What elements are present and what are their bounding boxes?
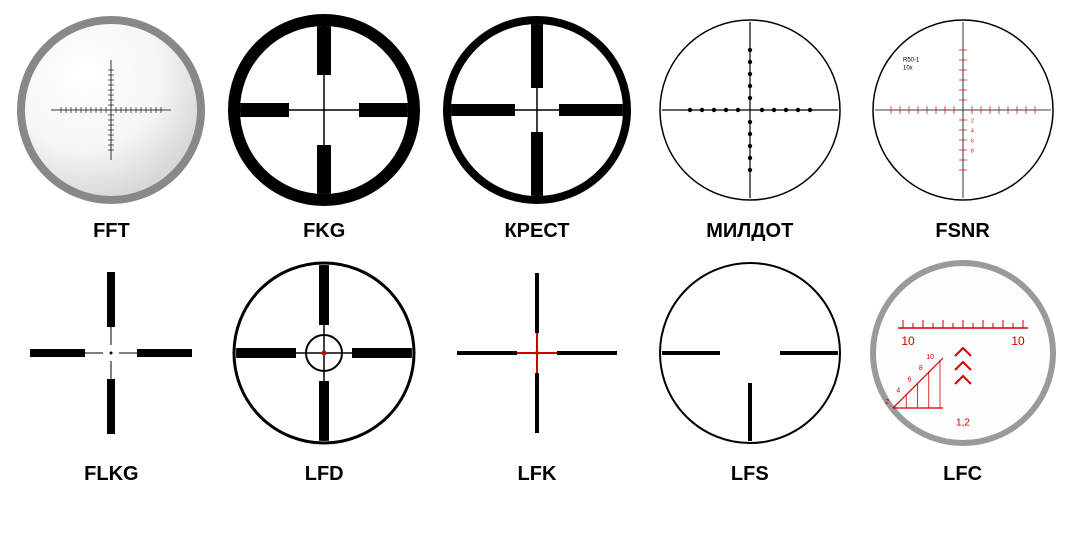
reticle-diagram-fkg <box>224 10 424 210</box>
svg-text:4: 4 <box>896 388 900 395</box>
svg-text:10x: 10x <box>903 66 913 72</box>
reticle-diagram-lfd <box>224 253 424 453</box>
reticle-label-fft: FFT <box>93 220 130 243</box>
reticle-diagram-lfk <box>437 253 637 453</box>
reticle-cell-fsnr: 2 4 6 8 R50-1 10x FSNR <box>861 10 1064 243</box>
reticle-cell-mildot: МИЛДОТ <box>648 10 851 243</box>
reticle-label-krest: КРЕСТ <box>504 220 569 243</box>
reticle-label-lfd: LFD <box>305 463 344 486</box>
reticle-label-flkg: FLKG <box>84 463 138 486</box>
reticle-cell-lfk: LFK <box>436 253 639 486</box>
reticle-label-mildot: МИЛДОТ <box>706 220 793 243</box>
reticle-cell-fft: FFT <box>10 10 213 243</box>
reticle-label-lfk: LFK <box>518 463 557 486</box>
reticle-cell-krest: КРЕСТ <box>436 10 639 243</box>
svg-text:8: 8 <box>918 365 922 372</box>
svg-text:6: 6 <box>971 138 974 144</box>
svg-text:10: 10 <box>926 354 934 361</box>
svg-text:R50-1: R50-1 <box>903 58 920 64</box>
reticle-label-lfc: LFC <box>943 463 982 486</box>
svg-text:1,2: 1,2 <box>956 418 970 429</box>
reticle-diagram-lfs <box>650 253 850 453</box>
reticle-diagram-flkg <box>11 253 211 453</box>
svg-text:2: 2 <box>885 399 889 406</box>
reticle-label-lfs: LFS <box>731 463 769 486</box>
svg-text:8: 8 <box>971 148 974 154</box>
reticle-label-fsnr: FSNR <box>935 220 989 243</box>
svg-text:4: 4 <box>971 128 974 134</box>
svg-text:6: 6 <box>907 376 911 383</box>
reticle-diagram-mildot <box>650 10 850 210</box>
reticle-diagram-fsnr: 2 4 6 8 R50-1 10x <box>863 10 1063 210</box>
reticle-diagram-fft <box>11 10 211 210</box>
reticle-cell-lfc: 10 10 2468 10 1,2 LFC <box>861 253 1064 486</box>
reticle-cell-lfd: LFD <box>223 253 426 486</box>
svg-text:10: 10 <box>901 334 915 348</box>
svg-text:2: 2 <box>971 118 974 124</box>
reticle-diagram-krest <box>437 10 637 210</box>
reticle-label-fkg: FKG <box>303 220 345 243</box>
reticle-cell-fkg: FKG <box>223 10 426 243</box>
reticle-cell-flkg: FLKG <box>10 253 213 486</box>
svg-text:10: 10 <box>1011 334 1025 348</box>
reticle-diagram-lfc: 10 10 2468 10 1,2 <box>863 253 1063 453</box>
reticle-cell-lfs: LFS <box>648 253 851 486</box>
